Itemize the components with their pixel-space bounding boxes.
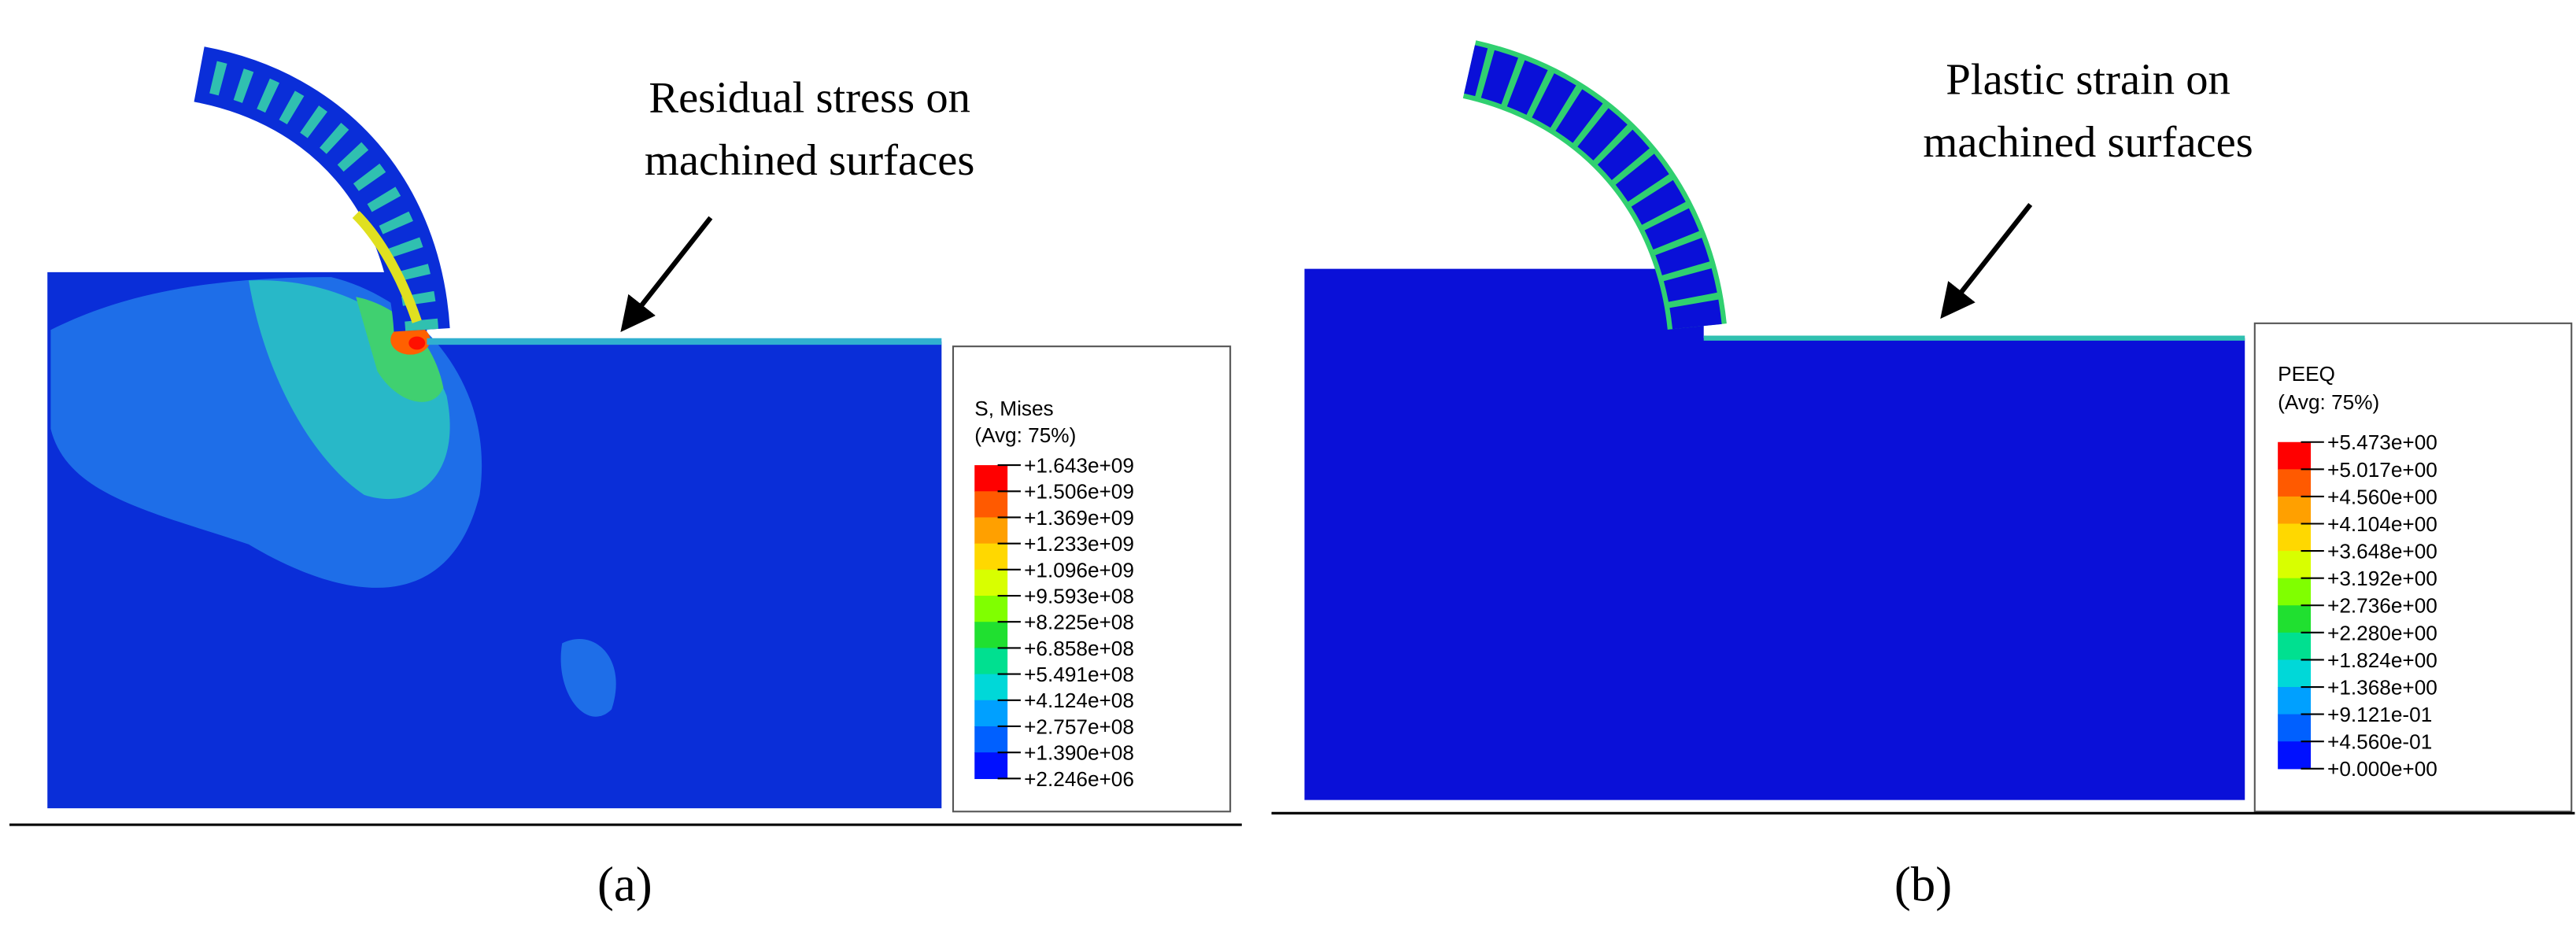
- chip: [1463, 45, 1722, 330]
- panel-a-simulation: [47, 46, 942, 809]
- caption: (a): [597, 856, 652, 911]
- legend-title: (Avg: 75%): [974, 423, 1076, 447]
- panel-b-simulation: [1304, 40, 2245, 800]
- legend-swatch: [974, 491, 1008, 519]
- legend-label: +5.491e+08: [1024, 663, 1134, 686]
- legend-label: +8.225e+08: [1024, 611, 1134, 634]
- legend-label: +2.280e+00: [2327, 621, 2437, 644]
- legend-swatch: [974, 726, 1008, 753]
- arrow: [620, 216, 713, 332]
- legend-swatch: [974, 648, 1008, 675]
- legend-swatch: [2278, 469, 2312, 497]
- legend-label: +1.643e+09: [1024, 454, 1134, 478]
- legend-swatch: [2278, 632, 2312, 661]
- legend-swatch: [2278, 441, 2312, 470]
- legend-title: S, Mises: [974, 397, 1053, 420]
- legend-swatch: [974, 752, 1008, 779]
- annotation: Residual stress on: [649, 74, 970, 123]
- legend-label: +4.104e+00: [2327, 512, 2437, 536]
- legend-label: +1.506e+09: [1024, 480, 1134, 504]
- legend-swatch: [974, 517, 1008, 545]
- legend-swatch: [2278, 714, 2312, 742]
- legend-swatch: [2278, 659, 2312, 688]
- workpiece: [1304, 268, 2245, 800]
- caption: (b): [1894, 856, 1952, 911]
- legend-label: +3.648e+00: [2327, 540, 2437, 563]
- legend-label: +1.368e+00: [2327, 675, 2437, 699]
- arrow: [1940, 202, 2033, 319]
- chip: [352, 211, 422, 323]
- annotation: machined surfaces: [645, 136, 974, 185]
- legend-swatch: [2278, 523, 2312, 552]
- stress-field: [560, 639, 616, 717]
- chip: [196, 57, 438, 331]
- legend-label: +2.246e+06: [1024, 767, 1134, 791]
- legend-label: +4.560e+00: [2327, 485, 2437, 508]
- legend-swatch: [974, 569, 1008, 596]
- legend-swatch: [974, 674, 1008, 701]
- legend-title: (Avg: 75%): [2278, 390, 2379, 414]
- legend-swatch: [2278, 551, 2312, 579]
- legend-label: +2.736e+00: [2327, 594, 2437, 618]
- legend-label: +1.233e+09: [1024, 532, 1134, 556]
- legend-swatch: [974, 622, 1008, 649]
- legend-swatch: [974, 465, 1008, 492]
- legend-swatch: [2278, 741, 2312, 770]
- legend-label: +2.757e+08: [1024, 715, 1134, 738]
- legend-label: +3.192e+00: [2327, 567, 2437, 590]
- legend-swatch: [974, 700, 1008, 727]
- legend-label: +4.124e+08: [1024, 689, 1134, 712]
- legend-label: +4.560e-01: [2327, 730, 2432, 754]
- legend-swatch: [974, 596, 1008, 622]
- legend-label: +5.017e+00: [2327, 458, 2437, 482]
- annotation: Plastic strain on: [1946, 55, 2230, 104]
- legend-label: +0.000e+00: [2327, 757, 2437, 781]
- legend-label: +1.369e+09: [1024, 506, 1134, 530]
- legend-swatch: [2278, 496, 2312, 525]
- legend-title: PEEQ: [2278, 362, 2335, 386]
- legend-label: +5.473e+00: [2327, 430, 2437, 454]
- legend-swatch: [2278, 578, 2312, 606]
- legend-label: +1.824e+00: [2327, 648, 2437, 672]
- legend-swatch: [2278, 605, 2312, 633]
- legends: S, Mises(Avg: 75%)+1.643e+09+1.506e+09+1…: [974, 362, 2437, 791]
- annotation: machined surfaces: [1923, 118, 2253, 167]
- legend-label: +1.096e+09: [1024, 558, 1134, 582]
- legend-swatch: [974, 543, 1008, 571]
- legend-label: +9.121e-01: [2327, 703, 2432, 726]
- annotations: Residual stress on machined surfaces Pla…: [620, 55, 2253, 332]
- legend-label: +9.593e+08: [1024, 584, 1134, 608]
- legend-swatch: [2278, 687, 2312, 715]
- legend-label: +6.858e+08: [1024, 637, 1134, 660]
- stress-hotspot: [408, 336, 426, 350]
- legend-label: +1.390e+08: [1024, 741, 1134, 765]
